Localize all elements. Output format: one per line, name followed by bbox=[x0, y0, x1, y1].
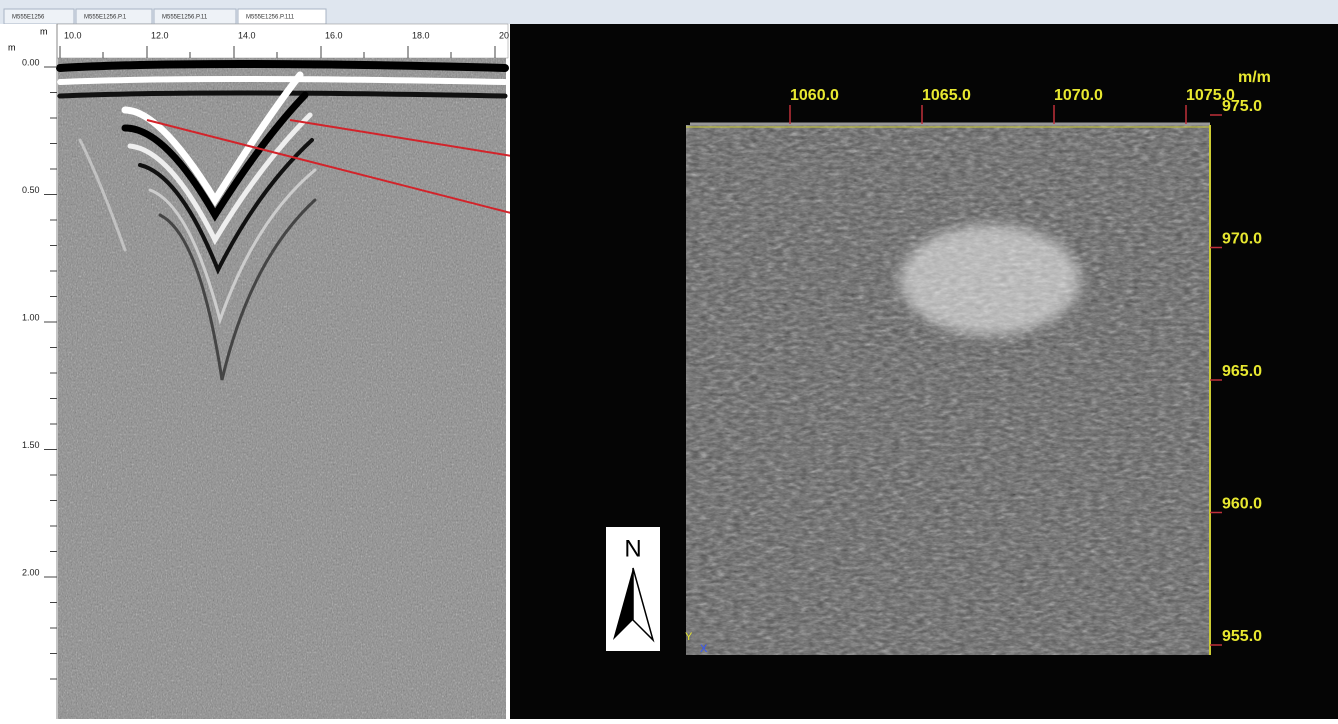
north-label: N bbox=[624, 535, 641, 562]
y-tick-label: 965.0 bbox=[1222, 363, 1262, 380]
depth-tick-label: 0.00 bbox=[22, 57, 40, 67]
axis-x-label: X bbox=[700, 643, 708, 655]
distance-tick-label: 14.0 bbox=[238, 30, 256, 40]
depth-tick-label: 0.50 bbox=[22, 185, 40, 195]
distance-tick-label: 18.0 bbox=[412, 30, 430, 40]
distance-tick-label: 10.0 bbox=[64, 30, 82, 40]
x-tick-label: 1065.0 bbox=[922, 87, 971, 104]
y-tick-label: 975.0 bbox=[1222, 98, 1262, 115]
depth-tick-label: 1.50 bbox=[22, 440, 40, 450]
axis-y-label: Y bbox=[685, 631, 693, 643]
tab-label: M555E1256.P.1 bbox=[84, 15, 127, 21]
tab-label: M555E1256 bbox=[12, 15, 45, 21]
tab-label: M555E1256.P.11 bbox=[162, 15, 208, 21]
depth-unit: m bbox=[8, 42, 16, 52]
y-tick-label: 955.0 bbox=[1222, 628, 1262, 645]
depth-slice-image bbox=[686, 125, 1210, 655]
radargram-image bbox=[58, 58, 506, 719]
distance-tick-label: 12.0 bbox=[151, 30, 169, 40]
distance-ruler bbox=[57, 24, 508, 58]
slice-unit: m/m bbox=[1238, 69, 1271, 86]
north-arrow: N bbox=[606, 527, 660, 651]
y-tick-label: 960.0 bbox=[1222, 496, 1262, 513]
distance-unit: m bbox=[40, 26, 48, 36]
x-tick-label: 1070.0 bbox=[1054, 87, 1103, 104]
distance-tick-label: 16.0 bbox=[325, 30, 343, 40]
y-tick-label: 970.0 bbox=[1222, 231, 1262, 248]
distance-tick-label: 20 bbox=[499, 30, 509, 40]
depth-tick-label: 2.00 bbox=[22, 567, 40, 577]
depth-tick-label: 1.00 bbox=[22, 312, 40, 322]
tab-label: M555E1256.P.111 bbox=[246, 15, 295, 21]
x-tick-label: 1060.0 bbox=[790, 87, 839, 104]
screen: M555E1256 M555E1256.P.1 M555E1256.P.11 M555… bbox=[0, 0, 1338, 719]
